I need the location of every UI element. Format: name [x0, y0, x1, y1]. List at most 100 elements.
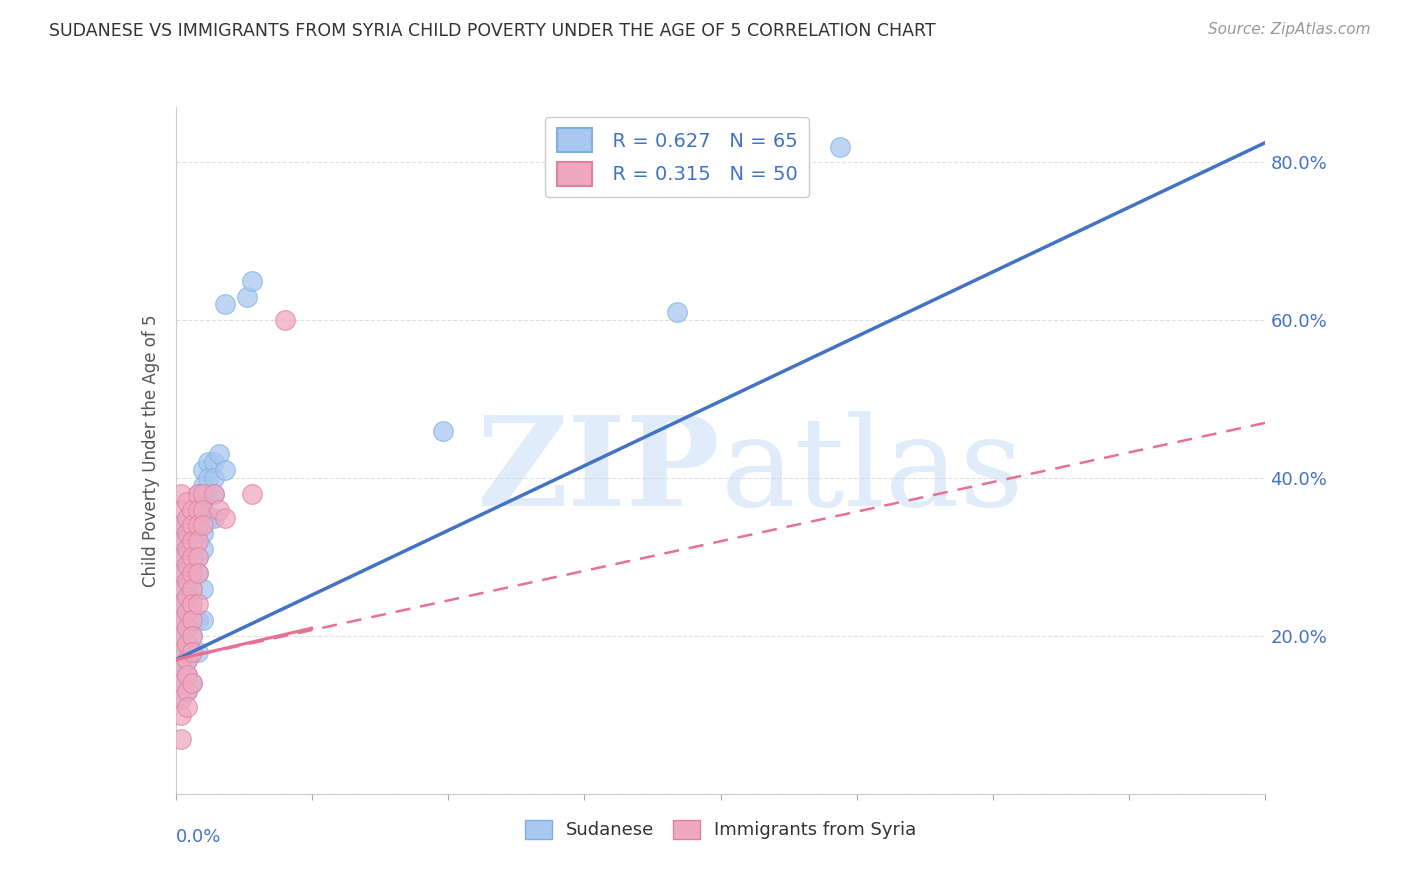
- Point: [170, 660, 193, 674]
- Point: [170, 613, 193, 627]
- Text: 0.0%: 0.0%: [176, 828, 221, 846]
- Point: [240, 274, 263, 288]
- Point: [186, 487, 209, 501]
- Point: [830, 139, 852, 153]
- Point: [186, 566, 209, 580]
- Point: [666, 305, 689, 319]
- Point: [274, 313, 297, 327]
- Point: [176, 684, 198, 698]
- Point: [176, 637, 198, 651]
- Point: [181, 613, 204, 627]
- Point: [186, 534, 209, 549]
- Point: [202, 471, 225, 485]
- Point: [176, 605, 198, 619]
- Point: [181, 645, 204, 659]
- Point: [176, 590, 198, 604]
- Point: [176, 590, 198, 604]
- Point: [170, 518, 193, 533]
- Point: [208, 447, 231, 461]
- Point: [181, 676, 204, 690]
- Point: [181, 566, 204, 580]
- Point: [202, 510, 225, 524]
- Point: [176, 574, 198, 588]
- Point: [170, 707, 193, 722]
- Point: [176, 621, 198, 635]
- Point: [170, 582, 193, 596]
- Point: [181, 502, 204, 516]
- Point: [181, 518, 204, 533]
- Point: [191, 479, 214, 493]
- Point: [176, 495, 198, 509]
- Point: [197, 455, 219, 469]
- Point: [191, 502, 214, 516]
- Text: SUDANESE VS IMMIGRANTS FROM SYRIA CHILD POVERTY UNDER THE AGE OF 5 CORRELATION C: SUDANESE VS IMMIGRANTS FROM SYRIA CHILD …: [49, 22, 936, 40]
- Point: [170, 645, 193, 659]
- Point: [170, 534, 193, 549]
- Point: [235, 289, 257, 303]
- Point: [181, 582, 204, 596]
- Point: [186, 598, 209, 612]
- Point: [170, 487, 193, 501]
- Point: [208, 502, 231, 516]
- Point: [197, 471, 219, 485]
- Point: [170, 598, 193, 612]
- Point: [186, 502, 209, 516]
- Point: [186, 549, 209, 564]
- Point: [176, 542, 198, 557]
- Point: [214, 463, 236, 477]
- Point: [181, 613, 204, 627]
- Point: [170, 549, 193, 564]
- Point: [186, 518, 209, 533]
- Point: [176, 526, 198, 541]
- Point: [176, 574, 198, 588]
- Point: [240, 487, 263, 501]
- Point: [191, 518, 214, 533]
- Point: [170, 613, 193, 627]
- Point: [181, 549, 204, 564]
- Point: [191, 495, 214, 509]
- Point: [170, 549, 193, 564]
- Point: [186, 549, 209, 564]
- Point: [170, 534, 193, 549]
- Text: ZIP: ZIP: [477, 410, 721, 532]
- Point: [176, 605, 198, 619]
- Y-axis label: Child Poverty Under the Age of 5: Child Poverty Under the Age of 5: [142, 314, 160, 587]
- Point: [186, 534, 209, 549]
- Point: [170, 692, 193, 706]
- Point: [170, 676, 193, 690]
- Point: [191, 487, 214, 501]
- Point: [181, 549, 204, 564]
- Point: [181, 629, 204, 643]
- Point: [186, 613, 209, 627]
- Point: [197, 487, 219, 501]
- Point: [202, 487, 225, 501]
- Point: [181, 598, 204, 612]
- Point: [176, 621, 198, 635]
- Point: [181, 518, 204, 533]
- Point: [170, 518, 193, 533]
- Point: [432, 424, 454, 438]
- Point: [170, 598, 193, 612]
- Legend: Sudanese, Immigrants from Syria: Sudanese, Immigrants from Syria: [517, 813, 924, 847]
- Point: [170, 629, 193, 643]
- Point: [176, 637, 198, 651]
- Point: [191, 463, 214, 477]
- Point: [186, 487, 209, 501]
- Point: [202, 455, 225, 469]
- Point: [181, 598, 204, 612]
- Point: [191, 526, 214, 541]
- Point: [176, 542, 198, 557]
- Point: [170, 566, 193, 580]
- Point: [170, 502, 193, 516]
- Point: [191, 613, 214, 627]
- Point: [181, 534, 204, 549]
- Point: [181, 582, 204, 596]
- Point: [170, 660, 193, 674]
- Point: [202, 487, 225, 501]
- Text: atlas: atlas: [721, 410, 1024, 532]
- Point: [170, 629, 193, 643]
- Point: [170, 731, 193, 746]
- Point: [197, 510, 219, 524]
- Point: [181, 676, 204, 690]
- Point: [176, 668, 198, 682]
